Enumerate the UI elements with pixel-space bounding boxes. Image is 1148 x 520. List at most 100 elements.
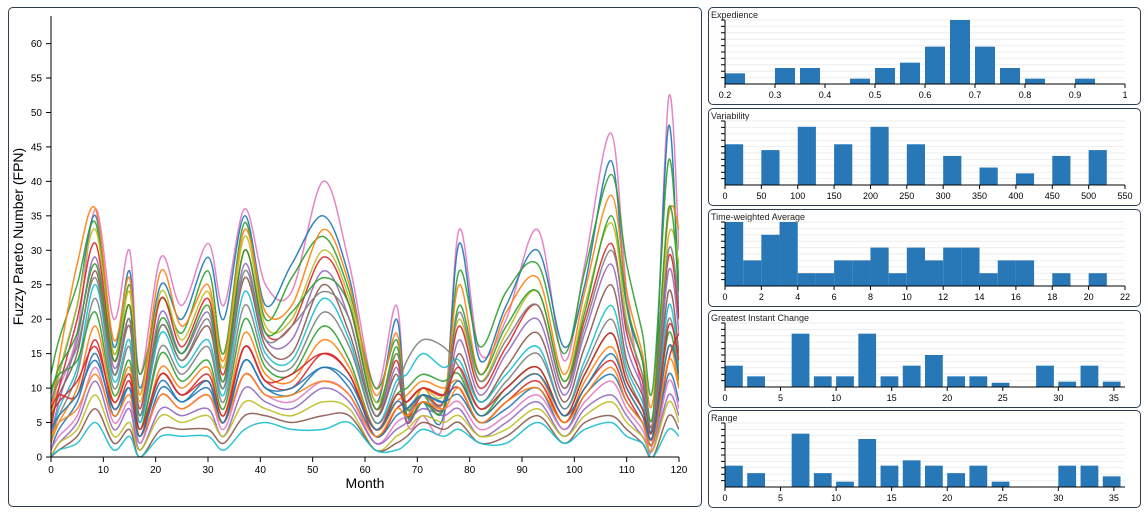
- histogram-bar: [813, 473, 832, 487]
- x-tick-label: 120: [671, 465, 688, 476]
- x-tick-label: 0.4: [819, 90, 832, 100]
- x-tick-label: 30: [202, 465, 214, 476]
- x-tick-label: 200: [863, 191, 878, 201]
- y-tick-label: 40: [31, 177, 43, 188]
- series-line: [51, 194, 679, 418]
- series-line: [51, 421, 679, 457]
- fpn-line-chart: 0 10 20 30 40 50 60 70 80 90 100 110 120 0 5 10 15 20 25 30…: [10, 16, 688, 491]
- histogram-bar: [1015, 173, 1035, 185]
- histogram-bar: [1102, 381, 1121, 387]
- greatest-instant-change-histogram-panel: Greatest Instant Change 0 5 10 15 20 25 30 35: [708, 310, 1141, 408]
- x-tick-label: 25: [998, 393, 1008, 403]
- series-group: [51, 94, 679, 457]
- histogram-bar: [902, 365, 921, 387]
- x-tick-label: 90: [516, 465, 528, 476]
- x-tick-label: 450: [1045, 191, 1060, 201]
- x-tick-label: 0.6: [919, 90, 932, 100]
- range-histogram-panel: Range 0 5 10 15 20 25 30 35: [708, 410, 1141, 508]
- histogram-bar: [997, 260, 1016, 286]
- x-tick-label: 0.5: [869, 90, 882, 100]
- histogram-bar: [725, 365, 743, 387]
- time-weighted-average-histogram: 0 2 4 6 8 10 12 14 16 18 20 22: [721, 221, 1130, 302]
- series-line: [51, 246, 679, 428]
- y-tick-label: 50: [31, 108, 43, 119]
- x-tick-label: 50: [307, 465, 319, 476]
- x-tick-label: 400: [1008, 191, 1023, 201]
- x-tick-label: 50: [756, 191, 766, 201]
- histogram-bar: [943, 247, 962, 286]
- histogram-bar: [836, 376, 854, 387]
- histogram-bar: [1052, 273, 1071, 286]
- x-tick-label: 15: [887, 493, 897, 503]
- x-tick-label: 550: [1117, 191, 1132, 201]
- histogram-bar: [858, 333, 877, 387]
- y-tick-label: 55: [31, 74, 43, 85]
- histogram-bar: [947, 376, 965, 387]
- series-line: [51, 380, 679, 457]
- fpn-line-chart-panel: 0 10 20 30 40 50 60 70 80 90 100 110 120 0 5 10 15 20 25 30…: [8, 7, 702, 507]
- x-tick-label: 2: [759, 292, 764, 302]
- series-line: [51, 344, 679, 440]
- histogram-bar: [761, 150, 780, 185]
- histogram-bar: [870, 247, 889, 286]
- histogram-bar: [1080, 365, 1099, 387]
- histogram-bar: [800, 68, 820, 84]
- x-tick-label: 20: [1084, 292, 1094, 302]
- x-tick-label: 250: [899, 191, 914, 201]
- y-tick-label: 60: [31, 39, 43, 50]
- x-tick-label: 150: [827, 191, 842, 201]
- variability-histogram: 0 50 100 150 200 250 300 350 400 450 500 550: [721, 120, 1133, 201]
- x-axis-title: Month: [346, 475, 385, 491]
- x-tick-label: 12: [938, 292, 948, 302]
- histogram-bar: [834, 144, 853, 185]
- x-tick-label: 70: [412, 465, 424, 476]
- histogram-bar: [969, 465, 988, 487]
- histogram-bar: [815, 273, 835, 286]
- x-tick-label: 20: [942, 393, 952, 403]
- series-line: [51, 221, 679, 423]
- x-tick-label: 0.7: [969, 90, 982, 100]
- histogram-bar: [725, 73, 745, 84]
- x-tick-label: 0: [722, 393, 727, 403]
- x-tick-label: 22: [1120, 292, 1130, 302]
- x-tick-label: 5: [778, 393, 783, 403]
- y-tick-label: 5: [36, 418, 42, 429]
- x-tick-label: 80: [464, 465, 476, 476]
- histogram-bar: [975, 46, 995, 84]
- histogram-bar: [775, 68, 795, 84]
- histogram-bar: [813, 376, 832, 387]
- histogram-bar: [850, 78, 870, 84]
- x-tick-label: 40: [255, 465, 267, 476]
- x-tick-label: 6: [832, 292, 837, 302]
- histogram-bar: [791, 433, 810, 487]
- y-axis-title: Fuzzy Pareto Number (FPN): [10, 148, 26, 325]
- histogram-bar: [880, 465, 899, 487]
- histogram-bar: [725, 144, 744, 185]
- x-tick-label: 18: [1047, 292, 1057, 302]
- histogram-bar: [1080, 465, 1099, 487]
- histogram-title: Variability: [711, 111, 750, 121]
- histogram-bar: [852, 260, 871, 286]
- histogram-bar: [1015, 260, 1035, 286]
- x-tick-label: 100: [566, 465, 583, 476]
- x-tick-label: 35: [1109, 393, 1119, 403]
- histogram-bar: [947, 473, 965, 487]
- greatest-instant-change-histogram: 0 5 10 15 20 25 30 35: [721, 322, 1125, 403]
- histogram-bar: [925, 46, 945, 84]
- x-tick-label: 4: [795, 292, 800, 302]
- x-tick-label: 0.2: [719, 90, 732, 100]
- histogram-bar: [1000, 68, 1020, 84]
- histogram-bar: [906, 144, 925, 185]
- histogram-title: Time-weighted Average: [711, 212, 806, 222]
- histogram-bar: [925, 465, 943, 487]
- histogram-bar: [834, 260, 853, 286]
- x-tick-label: 10: [98, 465, 110, 476]
- histogram-bar: [925, 355, 943, 387]
- x-tick-label: 15: [887, 393, 897, 403]
- histogram-bar: [791, 333, 810, 387]
- range-histogram: 0 5 10 15 20 25 30 35: [721, 422, 1125, 503]
- histogram-bar: [906, 247, 925, 286]
- y-tick-label: 10: [31, 384, 43, 395]
- expedience-histogram-panel: Expedience 0.2 0.3 0.4 0.5 0.6 0.7 0.8 0.9 1: [708, 7, 1141, 105]
- series-line: [51, 297, 679, 441]
